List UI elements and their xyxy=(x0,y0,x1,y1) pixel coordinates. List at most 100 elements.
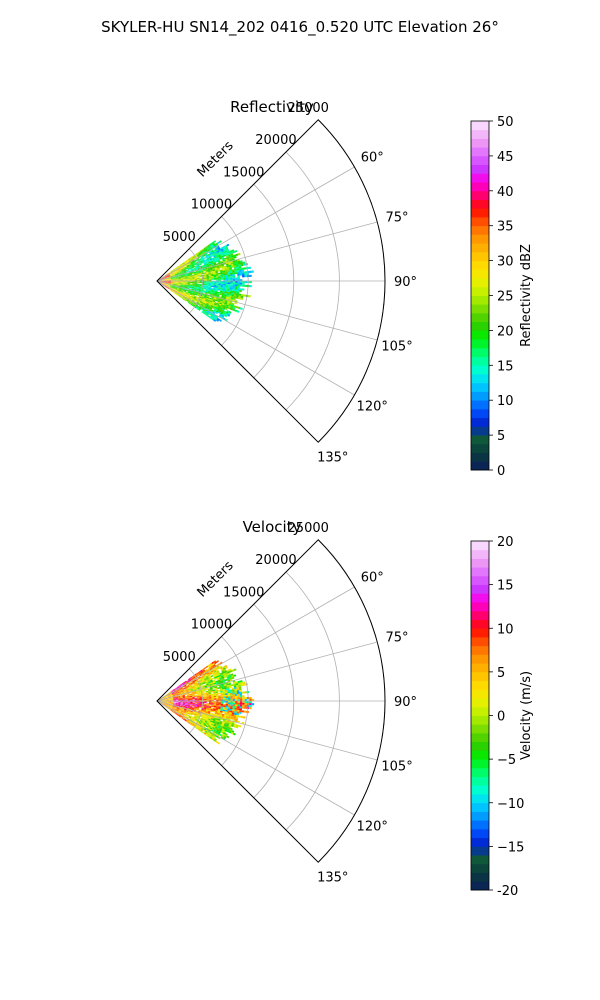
radar-gate xyxy=(187,266,190,269)
radar-gate xyxy=(163,281,167,283)
radar-gate xyxy=(251,270,254,273)
radar-gate xyxy=(188,290,191,293)
radar-gate xyxy=(201,256,204,260)
radar-gate xyxy=(182,267,185,270)
radar-gate xyxy=(224,307,228,311)
radar-gate xyxy=(182,277,186,279)
colorbar-tick-label: 25 xyxy=(497,290,514,305)
radar-gate xyxy=(216,265,220,268)
radar-gate xyxy=(185,267,188,270)
radar-gate xyxy=(182,292,186,295)
radar-gate xyxy=(180,291,183,294)
radar-gate xyxy=(187,286,190,289)
radar-gate xyxy=(203,308,207,311)
colorbar-segment xyxy=(471,408,489,419)
radar-gate xyxy=(177,276,181,278)
radar-gate xyxy=(214,252,218,256)
radar-gate xyxy=(230,704,233,707)
azimuth-tick-label: 60° xyxy=(361,571,384,586)
radar-gate xyxy=(173,284,176,286)
radar-gate xyxy=(166,287,169,289)
radar-gate xyxy=(176,288,180,290)
radar-gate xyxy=(205,255,209,259)
radar-gate xyxy=(186,290,189,292)
radar-gate xyxy=(175,282,179,283)
radar-gate xyxy=(190,279,193,281)
radar-gate xyxy=(218,282,222,284)
colorbar-segment xyxy=(471,182,489,192)
radar-gate xyxy=(203,273,207,275)
radar-gate xyxy=(168,282,172,283)
radar-gate xyxy=(239,704,243,707)
radar-gate xyxy=(223,254,227,257)
radar-gate xyxy=(185,279,188,281)
radar-gate xyxy=(230,282,233,285)
radar-gate xyxy=(222,269,225,271)
radar-gate xyxy=(181,266,185,268)
radar-gate xyxy=(213,256,217,259)
radar-gate xyxy=(234,692,238,695)
radar-gate xyxy=(189,283,193,285)
radar-gate xyxy=(169,273,173,276)
radar-gate xyxy=(171,272,175,275)
azimuth-tick-label: 75° xyxy=(386,211,409,226)
radar-gate xyxy=(222,273,226,276)
radar-gate xyxy=(218,240,222,243)
radar-gate xyxy=(237,252,241,256)
radar-gate xyxy=(172,268,175,271)
radar-gate xyxy=(179,289,182,291)
radar-gate xyxy=(220,305,224,309)
radar-gate xyxy=(211,296,214,299)
radar-gate xyxy=(175,281,179,282)
radar-gate xyxy=(202,291,206,293)
radar-gate xyxy=(191,304,195,307)
radar-gate xyxy=(236,266,240,269)
radar-gate xyxy=(174,286,178,288)
radar-gate xyxy=(182,284,186,286)
radar-gate xyxy=(169,286,173,289)
radar-gate xyxy=(208,308,212,311)
radar-gate xyxy=(213,303,217,306)
radar-gate xyxy=(171,287,175,290)
radar-gate xyxy=(163,276,166,279)
radar-gate xyxy=(184,288,187,291)
radar-gate xyxy=(225,697,229,700)
radar-gate xyxy=(218,305,222,308)
radar-gate xyxy=(220,273,224,276)
radar-gate xyxy=(209,267,213,270)
radar-gate xyxy=(167,274,170,276)
radar-gate xyxy=(166,278,169,280)
radar-gate xyxy=(196,305,200,308)
radar-gate xyxy=(208,276,212,278)
radar-gate xyxy=(239,307,243,311)
radar-gate xyxy=(204,264,207,267)
radar-gate xyxy=(194,259,197,262)
radar-gate xyxy=(217,689,221,692)
radar-gate xyxy=(217,311,221,314)
radar-gate xyxy=(173,278,176,279)
radar-gate xyxy=(163,283,166,285)
radar-gate xyxy=(202,266,205,268)
radar-gate xyxy=(174,271,177,274)
radar-gate xyxy=(224,314,228,318)
radar-gate xyxy=(179,272,182,274)
radar-gate xyxy=(213,261,216,264)
colorbar-segment xyxy=(471,636,489,647)
radar-gate xyxy=(165,284,169,286)
radar-gate xyxy=(248,266,252,270)
radar-gate xyxy=(163,282,167,283)
radar-gate xyxy=(231,265,235,268)
radar-gate xyxy=(175,284,178,286)
radar-gate xyxy=(192,283,195,285)
radar-gate xyxy=(217,267,220,270)
radar-gate xyxy=(223,705,226,708)
radar-gate xyxy=(184,293,188,296)
radar-gate xyxy=(192,276,195,278)
radar-gate xyxy=(234,286,238,289)
radar-gate xyxy=(221,266,225,269)
radar-gate xyxy=(173,283,176,285)
radar-gate xyxy=(165,284,168,287)
radar-gate xyxy=(168,276,171,278)
radar-gate xyxy=(177,276,181,278)
radar-gate xyxy=(171,279,174,280)
